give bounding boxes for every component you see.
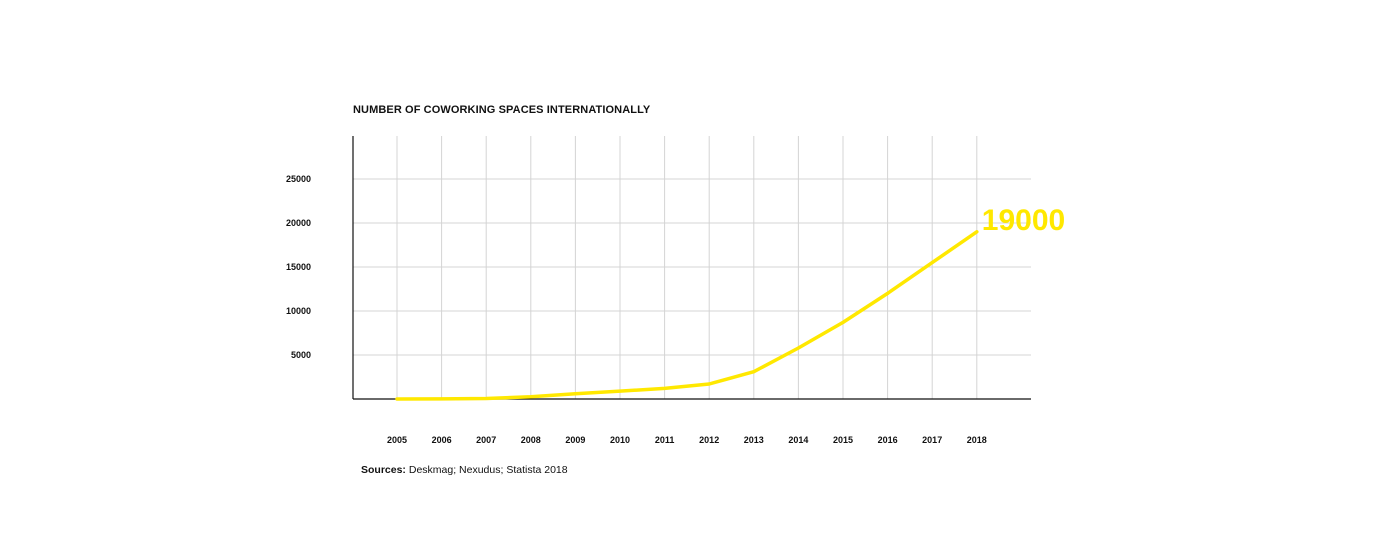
data-point: [930, 261, 934, 265]
sources-label: Sources:: [361, 464, 406, 476]
data-point: [529, 395, 533, 399]
chart-title: NUMBER OF COWORKING SPACES INTERNATIONAL…: [353, 104, 651, 116]
sources-note: Sources: Deskmag; Nexudus; Statista 2018: [361, 464, 568, 476]
data-point: [975, 230, 979, 234]
data-point: [707, 382, 711, 386]
y-tick-labels: 5000 10000 15000 20000 25000: [286, 174, 311, 360]
sources-text: Deskmag; Nexudus; Statista 2018: [405, 464, 568, 476]
x-tick-label: 2008: [521, 435, 541, 445]
data-point: [886, 291, 890, 295]
x-tick-label: 2005: [387, 435, 407, 445]
data-point: [663, 386, 667, 390]
data-point: [796, 346, 800, 350]
x-tick-labels: 2005 2006 2007 2008 2009 2010 2011 2012 2013 2014…: [387, 435, 987, 445]
x-tick-label: 2016: [878, 435, 898, 445]
data-point: [573, 392, 577, 396]
series-line: [395, 230, 979, 401]
y-tick-label: 10000: [286, 306, 311, 316]
data-point: [440, 397, 444, 401]
x-tick-label: 2018: [967, 435, 987, 445]
x-tick-label: 2006: [432, 435, 452, 445]
x-tick-label: 2015: [833, 435, 853, 445]
y-tick-label: 25000: [286, 174, 311, 184]
x-tick-label: 2014: [788, 435, 808, 445]
y-tick-label: 20000: [286, 218, 311, 228]
data-point: [841, 320, 845, 324]
data-point: [752, 370, 756, 374]
y-tick-label: 5000: [291, 350, 311, 360]
x-tick-label: 2010: [610, 435, 630, 445]
x-tick-label: 2012: [699, 435, 719, 445]
x-tick-label: 2007: [476, 435, 496, 445]
data-point: [618, 389, 622, 393]
series-layer: [395, 230, 979, 401]
annotation-layer: 19000: [982, 204, 1065, 237]
data-point: [395, 397, 399, 401]
x-tick-label: 2009: [565, 435, 585, 445]
data-point: [484, 396, 488, 400]
x-tick-label: 2017: [922, 435, 942, 445]
horizontal-gridlines: [353, 178, 1031, 356]
y-tick-label: 15000: [286, 262, 311, 272]
end-value-label: 19000: [982, 204, 1065, 237]
x-tick-label: 2011: [655, 435, 675, 445]
x-tick-label: 2013: [744, 435, 764, 445]
